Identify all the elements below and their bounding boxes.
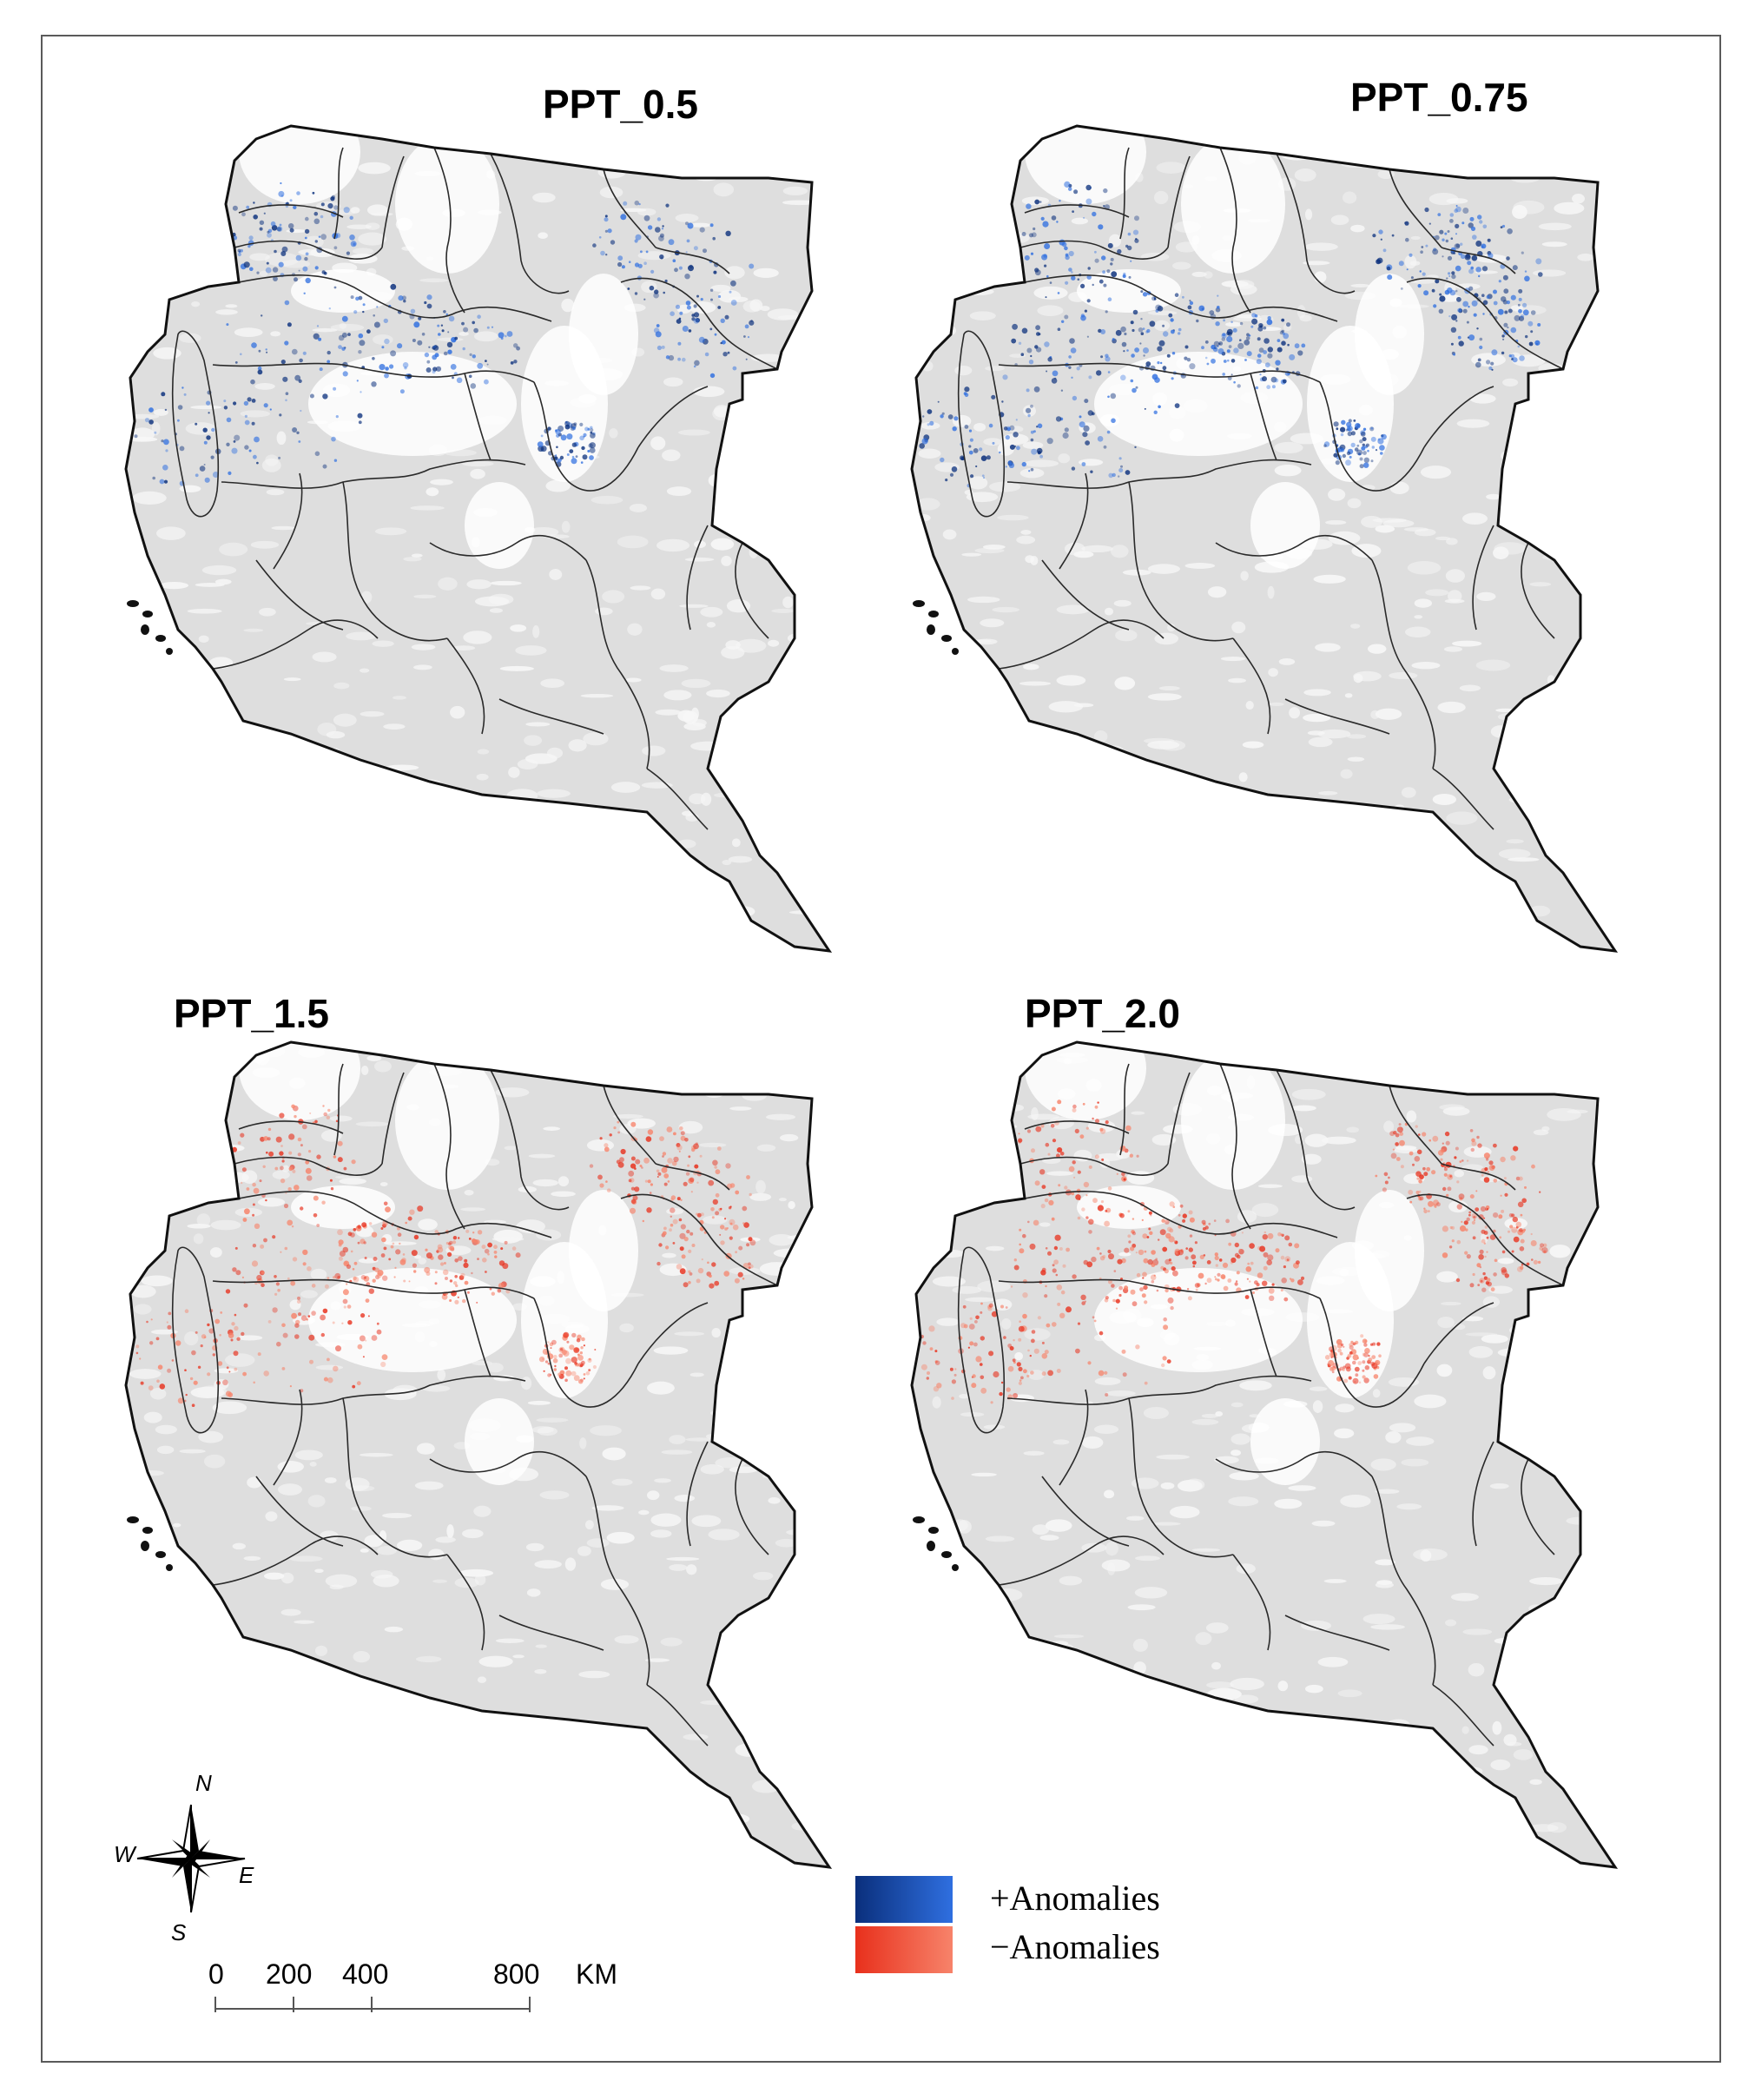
island [155, 635, 166, 642]
panel-title: PPT_0.75 [1350, 75, 1528, 120]
island [166, 1564, 173, 1571]
negative-anomaly-layer [920, 1100, 1548, 1404]
island [941, 635, 952, 642]
panel-title: PPT_1.5 [174, 991, 329, 1036]
island [166, 648, 173, 655]
scale-tick-label: 800 [493, 1958, 540, 1990]
ecoregion-boundaries [171, 1063, 778, 1747]
map-panel-ppt-0-75: PPT_0.75 [868, 74, 1667, 994]
island [928, 1527, 939, 1534]
ecoregion-map [124, 1040, 833, 1869]
region-outline [124, 124, 833, 953]
island [913, 600, 925, 607]
panel-title: PPT_2.0 [1025, 991, 1180, 1036]
island [141, 1541, 149, 1551]
scale-bar-graphic [214, 1997, 531, 2012]
scale-tick-label: 0 [208, 1958, 224, 1990]
island [952, 1564, 959, 1571]
island [155, 1551, 166, 1558]
ecoregion-boundaries [171, 147, 778, 830]
island [141, 624, 149, 635]
north-arrow: N S E W [109, 1770, 256, 1945]
scale-tick-label: 200 [266, 1958, 313, 1990]
island [127, 600, 139, 607]
ecoregion-map [910, 1040, 1619, 1869]
island [928, 611, 939, 617]
map-panel-ppt-0-5: PPT_0.5 [82, 74, 881, 994]
scale-unit-label: KM [576, 1958, 617, 1990]
map-panel-ppt-1-5: PPT_1.5 [82, 990, 881, 1911]
island [142, 611, 153, 617]
island [913, 1516, 925, 1523]
island [142, 1527, 153, 1534]
negative-anomaly-swatch [855, 1926, 953, 1973]
compass-south-label: S [171, 1919, 187, 1945]
map-panel-ppt-2-0: PPT_2.0 [868, 990, 1667, 1911]
positive-anomaly-swatch [855, 1876, 953, 1923]
compass-east-label: E [239, 1862, 254, 1888]
map-legend: +Anomalies −Anomalies [855, 1876, 1220, 1998]
island [941, 1551, 952, 1558]
region-outline [910, 124, 1619, 953]
scale-bar: 0 200 400 800 KM [200, 1958, 617, 2019]
region-outline [124, 1040, 833, 1869]
island [927, 1541, 935, 1551]
island [927, 624, 935, 635]
compass-west-label: W [114, 1841, 135, 1867]
compass-rose-icon [136, 1804, 246, 1913]
positive-anomaly-label: +Anomalies [990, 1879, 1160, 1918]
ecoregion-map [910, 124, 1619, 953]
panel-title: PPT_0.5 [543, 82, 698, 127]
positive-anomaly-layer [134, 182, 755, 486]
scale-tick-label: 400 [342, 1958, 389, 1990]
ecoregion-boundaries [957, 1063, 1564, 1747]
ecoregion-map [124, 124, 833, 953]
compass-north-label: N [195, 1770, 212, 1796]
negative-anomaly-label: −Anomalies [990, 1927, 1160, 1966]
negative-anomaly-layer [135, 1104, 756, 1407]
island [952, 648, 959, 655]
ecoregion-boundaries [957, 147, 1564, 830]
island [127, 1516, 139, 1523]
region-outline [910, 1040, 1619, 1869]
